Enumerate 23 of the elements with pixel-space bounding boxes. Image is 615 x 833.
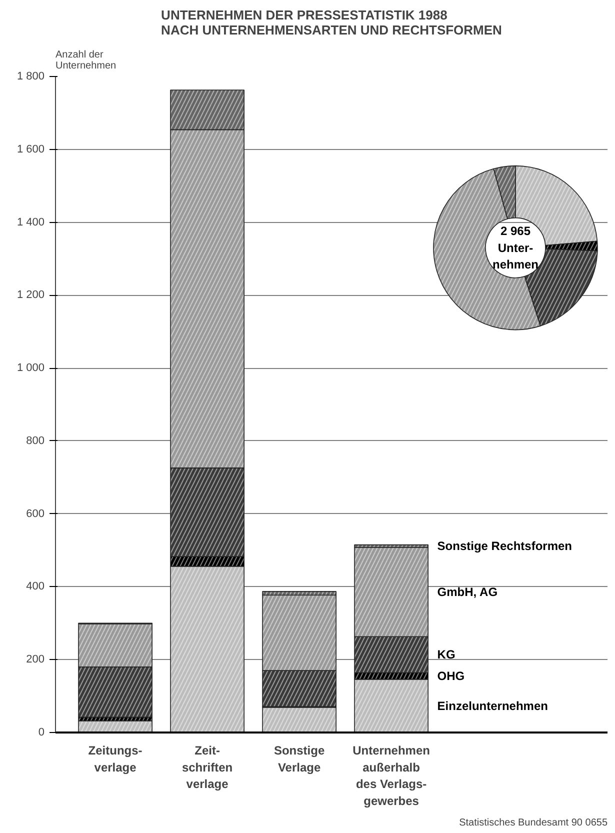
series-label: OHG [437,669,465,684]
y-tick-label: 0 [38,726,45,738]
y-tick-label: 400 [26,580,45,593]
y-tick-label: 1 800 [16,70,45,82]
y-tick-label: 200 [26,654,45,666]
y-tick-label: 600 [26,508,45,520]
chart-title: UNTERNEHMEN DER PRESSESTATISTIK 1988 NACH UNTERNEHMENSARTEN UND RECHTSFORMEN [161,8,502,38]
y-axis-title: Anzahl der Unternehmen [56,50,116,72]
series-label: Sonstige Rechtsformen [437,539,572,554]
series-label: GmbH, AG [437,585,498,600]
y-tick-label: 800 [26,434,45,447]
x-tick-label: Unternehmen außerhalb des Verlags- gewerbes [352,744,430,808]
y-tick-label: 1 200 [16,289,45,302]
x-tick-label: Zeitungs- verlage [88,744,142,774]
series-label: Einzelunternehmen [437,698,548,713]
series-label: KG [437,648,456,662]
y-tick-label: 1 400 [16,216,45,228]
text: 2 965 Unter- nehmen [492,224,539,272]
y-tick-label: 1 000 [16,362,45,374]
x-tick-label: Sonstige Verlage [274,744,325,774]
x-tick-label: Zeit- schriften verlage [182,744,233,792]
text: Statistisches Bundesamt 90 0655 [459,818,608,828]
y-tick-label: 1 600 [16,143,45,156]
